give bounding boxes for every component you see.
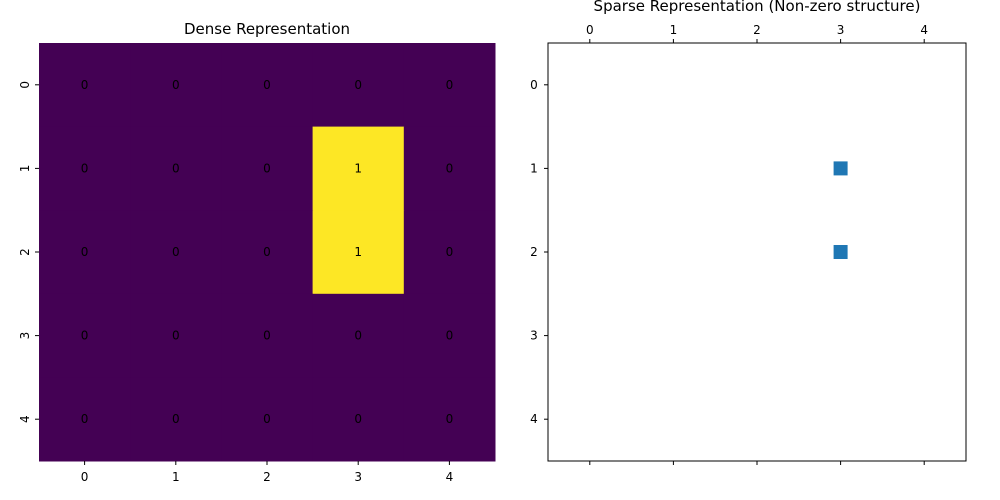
- y-tick-label: 3: [18, 332, 32, 340]
- heatmap-cell: [403, 293, 496, 378]
- sparse-y-ticks: 0 1 2 3 4: [530, 78, 548, 426]
- heatmap-cell: [312, 377, 405, 462]
- heatmap-cell: [403, 210, 496, 295]
- heatmap-value-label: 0: [354, 78, 362, 92]
- heatmap-cell: [312, 293, 405, 378]
- y-tick-label: 3: [530, 329, 538, 343]
- x-tick-label: 3: [354, 470, 362, 484]
- y-tick-label: 2: [18, 248, 32, 256]
- x-tick-label: 4: [920, 23, 928, 37]
- x-tick-label: 3: [837, 23, 845, 37]
- heatmap-cell: [221, 293, 314, 378]
- heatmap-value-label: 0: [172, 78, 180, 92]
- x-tick-label: 0: [586, 23, 594, 37]
- heatmap-cells: [39, 43, 496, 462]
- heatmap-value-label: 0: [263, 78, 271, 92]
- x-tick-label: 4: [446, 470, 454, 484]
- heatmap-cell: [403, 377, 496, 462]
- y-tick-label: 0: [530, 78, 538, 92]
- heatmap-x-ticks: 0 1 2 3 4: [81, 461, 453, 484]
- heatmap-value-label: 0: [446, 329, 454, 343]
- heatmap-value-label: 1: [354, 245, 362, 259]
- heatmap-value-label: 0: [446, 412, 454, 426]
- heatmap-value-label: 0: [263, 412, 271, 426]
- heatmap-value-label: 0: [263, 245, 271, 259]
- heatmap-cell: [221, 126, 314, 211]
- heatmap-value-label: 0: [172, 161, 180, 175]
- sparse-spy-panel: 0 1 2 3 4 0 1 2 3 4 Sparse Representation (Non-z…: [530, 0, 967, 465]
- dense-chart-title: Dense Representation: [184, 20, 350, 38]
- heatmap-value-label: 0: [263, 329, 271, 343]
- heatmap-cell: [221, 377, 314, 462]
- heatmap-cell: [221, 43, 314, 128]
- heatmap-value-label: 0: [81, 78, 89, 92]
- heatmap-value-label: 0: [172, 412, 180, 426]
- x-tick-label: 1: [670, 23, 678, 37]
- heatmap-value-label: 0: [81, 161, 89, 175]
- heatmap-cell: [39, 210, 131, 295]
- heatmap-cell: [312, 210, 405, 295]
- heatmap-cell: [130, 210, 222, 295]
- heatmap-value-label: 0: [354, 412, 362, 426]
- x-tick-label: 0: [81, 470, 89, 484]
- heatmap-value-label: 0: [446, 78, 454, 92]
- heatmap-y-ticks: 0 1 2 3 4: [18, 81, 39, 423]
- heatmap-cell: [130, 377, 222, 462]
- heatmap-cell: [312, 126, 405, 211]
- heatmap-value-label: 0: [263, 161, 271, 175]
- heatmap-value-label: 1: [354, 161, 362, 175]
- heatmap-cell: [39, 293, 131, 378]
- nonzero-marker: [833, 245, 848, 259]
- heatmap-cell: [130, 293, 222, 378]
- sparse-chart-title: Sparse Representation (Non-zero structur…: [594, 0, 921, 15]
- y-tick-label: 4: [530, 412, 538, 426]
- heatmap-cell: [403, 126, 496, 211]
- sparse-plot-frame: [547, 42, 967, 462]
- y-tick-label: 1: [530, 161, 538, 175]
- y-tick-label: 2: [530, 245, 538, 259]
- heatmap-cell: [39, 377, 131, 462]
- heatmap-value-label: 0: [446, 245, 454, 259]
- heatmap-value-label: 0: [172, 245, 180, 259]
- heatmap-cell: [39, 43, 131, 128]
- sparse-markers: [833, 161, 848, 259]
- heatmap-cell: [312, 43, 405, 128]
- heatmap-cell: [403, 43, 496, 128]
- heatmap-value-label: 0: [172, 329, 180, 343]
- sparse-x-ticks: 0 1 2 3 4: [586, 23, 928, 465]
- x-tick-label: 2: [263, 470, 271, 484]
- y-tick-label: 0: [18, 81, 32, 89]
- dense-heatmap-panel: 0 0 0 0 0 0 0 0 1 0 0 0 0 1 0 0 0 0 0 0 0 0 0 0 0 0 1 2 3 4 0 1 2 3 4 De…: [18, 20, 496, 484]
- nonzero-marker: [833, 161, 848, 176]
- heatmap-value-label: 0: [446, 161, 454, 175]
- y-tick-label: 1: [18, 165, 32, 173]
- heatmap-value-label: 0: [354, 329, 362, 343]
- x-tick-label: 1: [172, 470, 180, 484]
- heatmap-value-label: 0: [81, 412, 89, 426]
- heatmap-cell: [130, 43, 222, 128]
- heatmap-value-label: 0: [81, 245, 89, 259]
- heatmap-value-label: 0: [81, 329, 89, 343]
- x-tick-label: 2: [753, 23, 761, 37]
- heatmap-cell: [130, 126, 222, 211]
- heatmap-cell: [221, 210, 314, 295]
- heatmap-cell: [39, 126, 131, 211]
- heatmap-annotations: 0 0 0 0 0 0 0 0 1 0 0 0 0 1 0 0 0 0 0 0 0 0 0 0 0: [81, 78, 453, 426]
- y-tick-label: 4: [18, 415, 32, 423]
